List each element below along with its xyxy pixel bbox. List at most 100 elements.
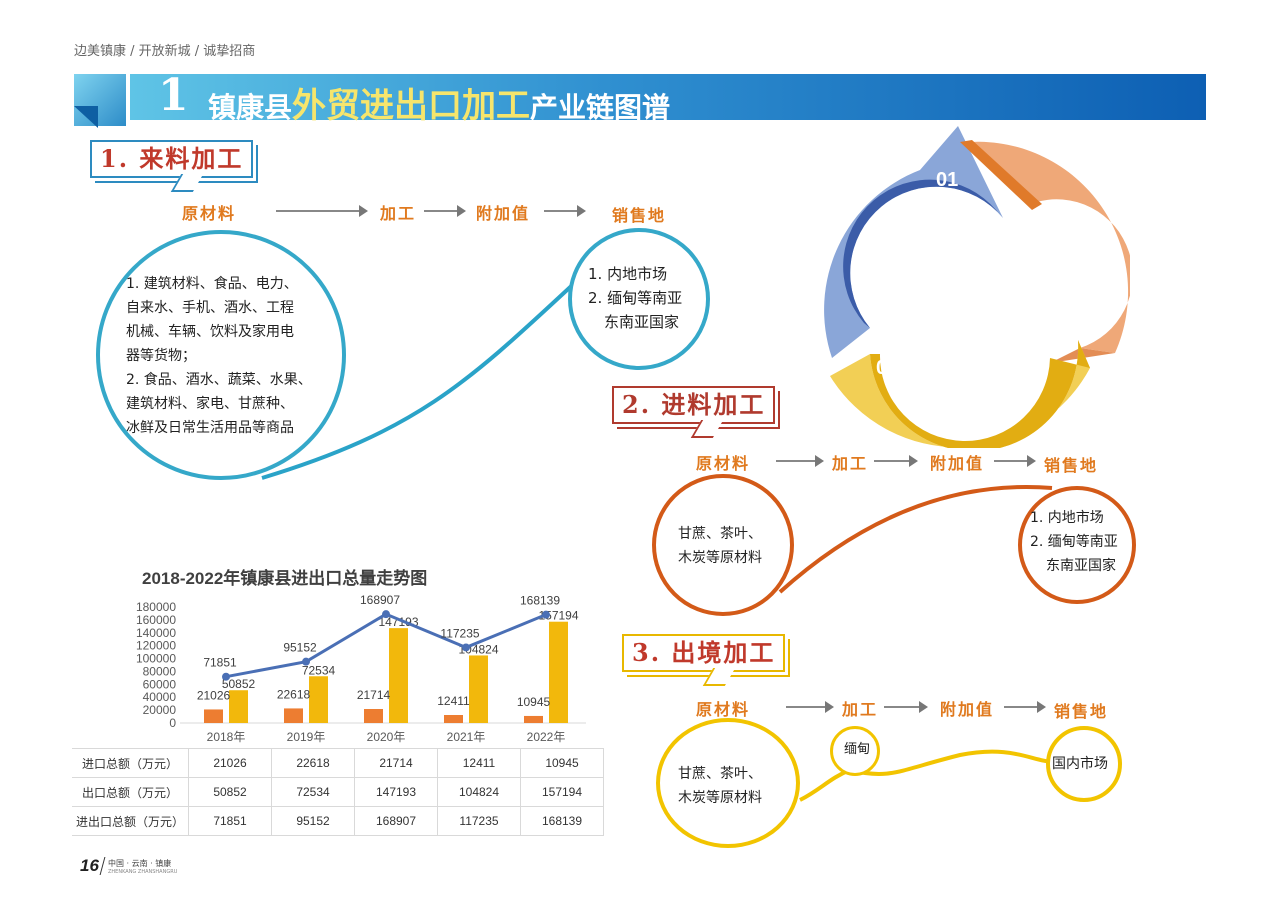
section1-arrow-3 <box>544 205 586 217</box>
y-tick-label: 20000 <box>143 703 177 717</box>
section-number: 1 <box>158 70 189 121</box>
chart-title: 2018-2022年镇康县进出口总量走势图 <box>142 569 428 588</box>
table-cell: 157194 <box>520 777 604 807</box>
section3-source-circle <box>656 718 800 848</box>
source-line: 自来水、手机、酒水、工程 <box>126 300 294 316</box>
row-header: 进口总额（万元） <box>72 748 189 778</box>
data-label-total: 168907 <box>360 595 400 607</box>
trade-chart: 1800001600001400001200001000008000060000… <box>136 595 586 744</box>
section2-source-text: 甘蔗、茶叶、 木炭等原材料 <box>678 522 762 570</box>
point-total <box>542 610 550 619</box>
section3-arrow-2 <box>884 701 928 713</box>
source-line: 木炭等原材料 <box>678 550 762 566</box>
section1-flow-process: 加工 <box>380 204 417 223</box>
page-number: 16 <box>80 856 99 875</box>
table-cell: 117235 <box>437 806 521 836</box>
data-label-export: 147193 <box>378 615 418 629</box>
x-tick-label: 2019年 <box>287 730 326 744</box>
point-total <box>222 672 230 681</box>
section1-arrow-1 <box>276 205 368 217</box>
table-cell: 104824 <box>437 777 521 807</box>
section2-label-text: 2. 进料加工 <box>622 390 766 419</box>
data-label-total: 71851 <box>203 656 237 670</box>
bar-import <box>204 709 223 723</box>
table-row: 进口总额（万元） 21026 22618 21714 12411 10945 <box>72 748 604 778</box>
section3-source-text: 甘蔗、茶叶、 木炭等原材料 <box>678 762 762 810</box>
source-line: 器等货物； <box>126 348 196 364</box>
section2-flow-process: 加工 <box>832 454 869 473</box>
y-tick-label: 140000 <box>136 626 176 640</box>
data-label-import: 21026 <box>197 688 231 702</box>
point-total <box>462 643 470 652</box>
cycle-label-03: 03 <box>876 357 898 379</box>
table-cell: 22618 <box>271 748 355 778</box>
section1-dest-circle <box>568 228 710 370</box>
title-banner <box>130 74 1206 120</box>
table-cell: 168139 <box>520 806 604 836</box>
data-label-total: 117235 <box>440 626 479 640</box>
footer-brand: 中国 · 云南 · 镇康 <box>108 859 172 868</box>
table-cell: 21714 <box>354 748 438 778</box>
bar-import <box>364 709 383 723</box>
section3-label-text: 3. 出境加工 <box>632 638 776 667</box>
y-tick-label: 100000 <box>136 652 176 666</box>
section3-connector <box>799 749 1053 802</box>
chart-data-table: 进口总额（万元） 21026 22618 21714 12411 10945 出… <box>72 748 604 836</box>
bar-export <box>309 676 328 723</box>
source-line: 木炭等原材料 <box>678 790 762 806</box>
table-row: 出口总额（万元） 50852 72534 147193 104824 15719… <box>72 777 604 807</box>
data-label-import: 21714 <box>357 688 391 702</box>
x-tick-label: 2021年 <box>447 730 486 744</box>
table-cell: 12411 <box>437 748 521 778</box>
section1-dest-text: 1. 内地市场 2. 缅甸等南亚 东南亚国家 <box>588 262 682 334</box>
section2-arrow-3 <box>994 455 1036 467</box>
title-suffix: 产业链图谱 <box>530 91 671 124</box>
dest-line: 2. 缅甸等南亚 <box>588 289 683 307</box>
section1-flow-market: 销售地 <box>612 206 667 225</box>
section3-flow-process: 加工 <box>842 700 879 719</box>
data-label-import: 12411 <box>437 694 470 708</box>
section1-label-text: 1. 来料加工 <box>100 144 244 173</box>
section3-arrow-1 <box>786 701 834 713</box>
bar-import <box>444 715 463 723</box>
section2-arrow-2 <box>874 455 918 467</box>
source-line: 冰鲜及日常生活用品等商品 <box>126 420 294 436</box>
section3-mid-text: 缅甸 <box>844 742 871 757</box>
section2-label: 2. 进料加工 <box>612 386 776 424</box>
y-tick-label: 40000 <box>143 690 177 704</box>
y-tick-label: 180000 <box>136 600 176 614</box>
x-tick-label: 2018年 <box>207 730 246 744</box>
dest-line: 2. 缅甸等南亚 <box>1030 534 1118 550</box>
section3-dest-text: 国内市场 <box>1052 756 1108 772</box>
cycle-label-02: 02 <box>1060 285 1082 307</box>
y-tick-label: 0 <box>169 716 176 730</box>
table-cell: 72534 <box>271 777 355 807</box>
section3-flow-market: 销售地 <box>1054 702 1109 721</box>
bar-export <box>469 655 488 723</box>
section1-label: 1. 来料加工 <box>90 140 254 178</box>
y-tick-label: 160000 <box>136 613 176 627</box>
table-cell: 50852 <box>188 777 272 807</box>
section2-flow-market: 销售地 <box>1044 456 1099 475</box>
source-line: 甘蔗、茶叶、 <box>678 766 762 782</box>
section2-source-circle <box>652 474 794 616</box>
section3-flow-raw: 原材料 <box>696 700 751 719</box>
cycle-label-01: 01 <box>936 169 958 191</box>
data-label-import: 10945 <box>517 695 551 709</box>
table-cell: 10945 <box>520 748 604 778</box>
dest-line: 东南亚国家 <box>604 313 680 331</box>
x-tick-label: 2022年 <box>527 730 566 744</box>
section2-arrow-1 <box>776 455 824 467</box>
section3-flow-value: 附加值 <box>940 700 995 719</box>
table-cell: 95152 <box>271 806 355 836</box>
section2-connector <box>778 485 1053 594</box>
bar-export <box>389 628 408 723</box>
footer-brand-en: ZHENKANG ZHANSHANGRU <box>108 869 178 875</box>
section1-source-circle <box>96 230 346 480</box>
section1-source-text: 1. 建筑材料、食品、电力、 自来水、手机、酒水、工程 机械、车辆、饮料及家用电… <box>126 272 322 440</box>
dest-line: 1. 内地市场 <box>588 265 668 283</box>
cycle-segment-01 <box>824 126 1003 358</box>
table-cell: 71851 <box>188 806 272 836</box>
point-total <box>302 657 310 666</box>
